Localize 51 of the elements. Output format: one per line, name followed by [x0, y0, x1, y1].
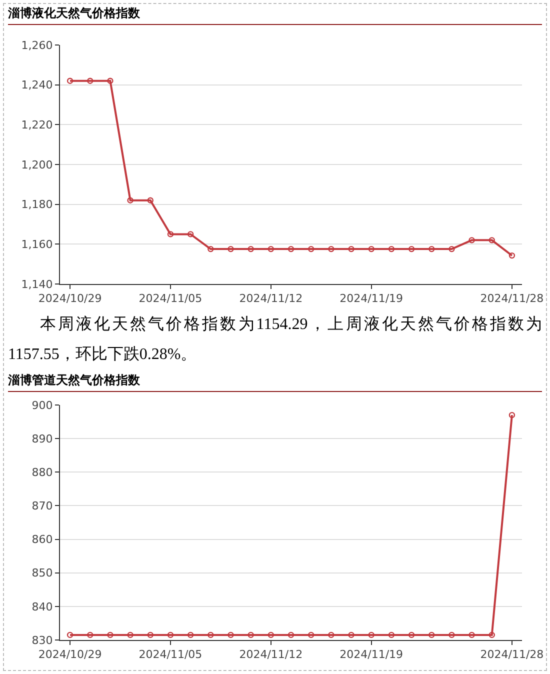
- point: [107, 78, 114, 84]
- x-tick-label: 2024/11/05: [138, 292, 202, 306]
- point: [428, 246, 435, 252]
- point: [348, 246, 354, 252]
- point: [187, 231, 194, 238]
- y-tick-label: 880: [32, 466, 53, 479]
- y-tick-label: 1,260: [21, 38, 53, 52]
- y-tick-label: 860: [32, 533, 53, 546]
- y-tick-label: 870: [32, 500, 53, 513]
- x-tick-label: 2024/10/29: [38, 292, 102, 306]
- point: [208, 246, 214, 252]
- point: [248, 246, 254, 252]
- x-tick-label: 2024/11/12: [239, 648, 303, 662]
- text: 本周液化天然气价格指数为1154.29，上周液化天然气价格指数为1157.55，环比下跌0.28%。: [8, 314, 542, 365]
- x-tick-label: 2024/11/28: [480, 648, 544, 662]
- y-tick-label: 850: [32, 566, 53, 580]
- point: [508, 252, 516, 259]
- point: [66, 78, 74, 84]
- point: [308, 246, 314, 252]
- y-tick-label: 840: [32, 600, 53, 614]
- point: [127, 197, 134, 204]
- point: [368, 246, 374, 252]
- y-tick-label: 1,180: [21, 198, 53, 212]
- point: [87, 78, 94, 84]
- point: [408, 246, 415, 252]
- y-tick-label: 830: [32, 634, 53, 647]
- y-tick-label: 890: [32, 432, 53, 446]
- x-tick-label: 2024/11/28: [480, 292, 544, 306]
- point: [288, 246, 294, 252]
- y-tick-label: 1,160: [21, 238, 53, 252]
- point: [228, 246, 234, 252]
- x-tick-label: 2024/11/12: [239, 292, 303, 306]
- point: [468, 237, 475, 244]
- chart-title: 淄博液化天然气价格指数: [8, 5, 542, 25]
- y-tick-label: 1,140: [21, 278, 53, 291]
- x-tick-label: 2024/11/19: [340, 648, 404, 662]
- point: [147, 197, 154, 204]
- point: [488, 237, 495, 244]
- y-tick-label: 1,240: [21, 78, 53, 92]
- point: [388, 246, 395, 252]
- x-tick-label: 2024/10/29: [38, 648, 102, 662]
- x-tick-label: 2024/11/05: [138, 648, 202, 662]
- chart-title: 淄博管道天然气价格指数: [8, 372, 542, 392]
- point: [448, 246, 455, 252]
- x-tick-label: 2024/11/19: [340, 292, 404, 306]
- y-tick-label: 1,200: [21, 158, 53, 172]
- point: [167, 231, 174, 238]
- y-tick-label: 1,220: [21, 118, 53, 132]
- y-tick-label: 900: [32, 398, 53, 412]
- point: [328, 246, 334, 252]
- point: [268, 246, 274, 252]
